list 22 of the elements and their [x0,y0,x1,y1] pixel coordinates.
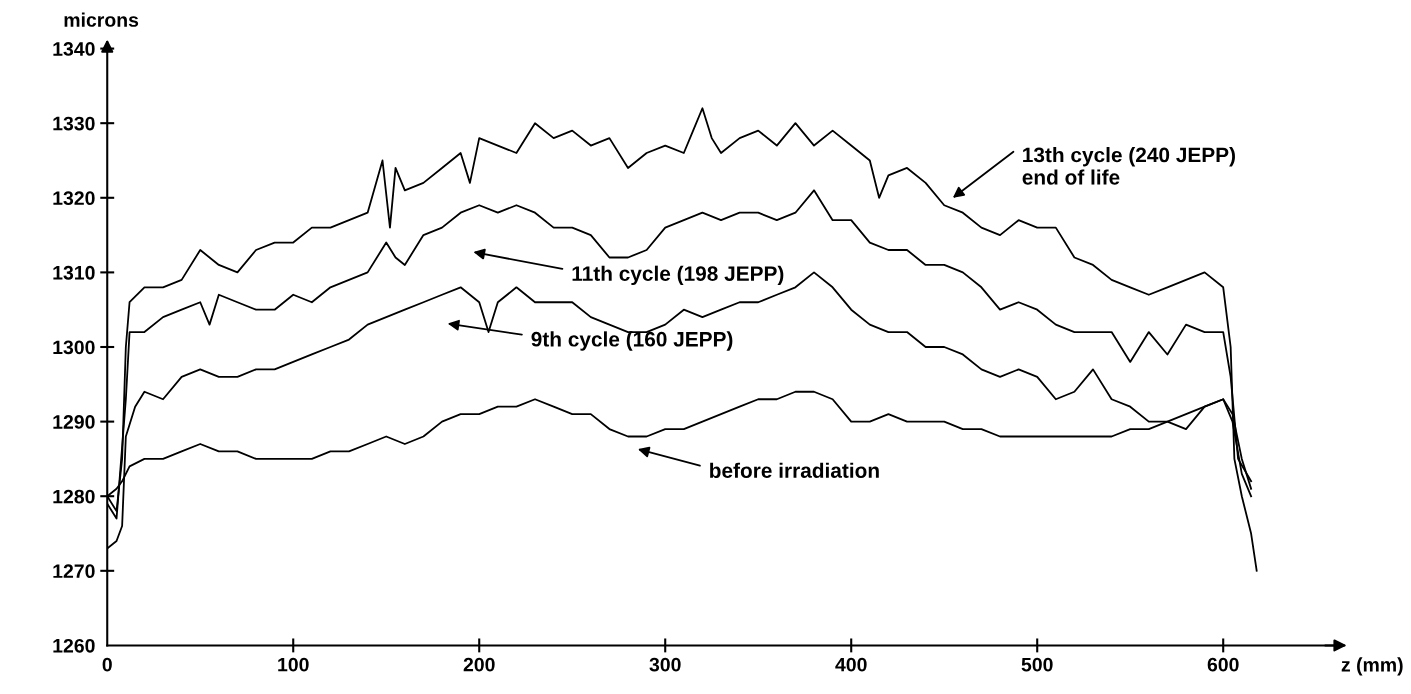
y-tick-label: 1300 [53,340,95,355]
y-tick-label: 1290 [53,415,95,429]
x-tick-label: 100 [278,657,309,672]
x-tick-label: 500 [1021,657,1053,672]
x-tick-label: 300 [649,657,681,672]
y-tick-label: 1270 [53,564,95,579]
x-tick-label: 0 [102,657,112,672]
y-tick-label: 1310 [53,265,95,280]
annotation: 11th cycle (198 JEPP) [572,265,784,286]
y-tick-label: 1340 [53,42,95,56]
x-axis-title: z (mm) [1341,657,1403,676]
x-tick-label: 600 [1207,657,1239,672]
y-tick-label: 1260 [53,638,95,653]
y-tick-label: 1330 [53,116,95,131]
x-tick-label: 200 [463,657,495,672]
y-tick-label: 1280 [53,489,95,504]
x-tick-label: 400 [835,657,867,672]
y-axis-title: microns [64,12,139,27]
y-tick-label: 1320 [53,191,95,206]
annotation: 13th cycle (240 JEPP) end of life [1022,147,1235,185]
annotation: before irradiation [710,462,879,478]
annotation: 9th cycle (160 JEPP) [531,331,733,351]
